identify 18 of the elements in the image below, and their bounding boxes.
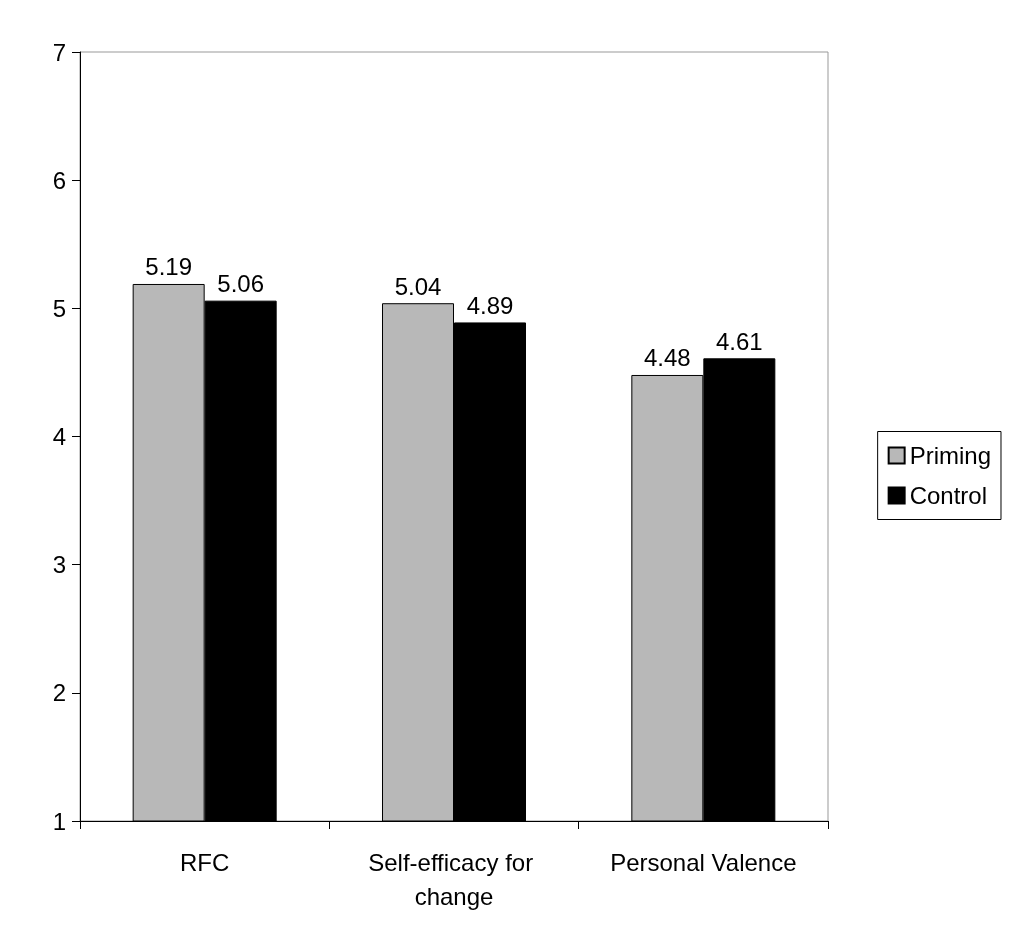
y-tick-label: 6: [52, 166, 66, 194]
data-label: 4.48: [643, 344, 691, 372]
y-tick-label: 5: [52, 294, 66, 322]
legend-label: Priming: [909, 442, 992, 469]
x-tick-label: Self-efficacy for change: [368, 848, 540, 910]
x-tick-label: RFC: [180, 848, 230, 876]
data-label: 5.19: [145, 253, 193, 281]
y-tick-label: 4: [52, 423, 66, 450]
y-tick-label: 1: [52, 807, 66, 835]
legend-label: Control: [909, 482, 988, 509]
data-label: 4.89: [466, 291, 514, 319]
x-tick-label: Personal Valence: [610, 848, 797, 876]
data-label: 4.61: [715, 327, 763, 355]
data-label: 5.04: [394, 272, 442, 300]
y-tick-label: 7: [52, 38, 66, 66]
y-tick-label: 2: [52, 679, 66, 707]
y-tick-label: 3: [52, 551, 66, 579]
data-label: 5.06: [217, 270, 265, 298]
